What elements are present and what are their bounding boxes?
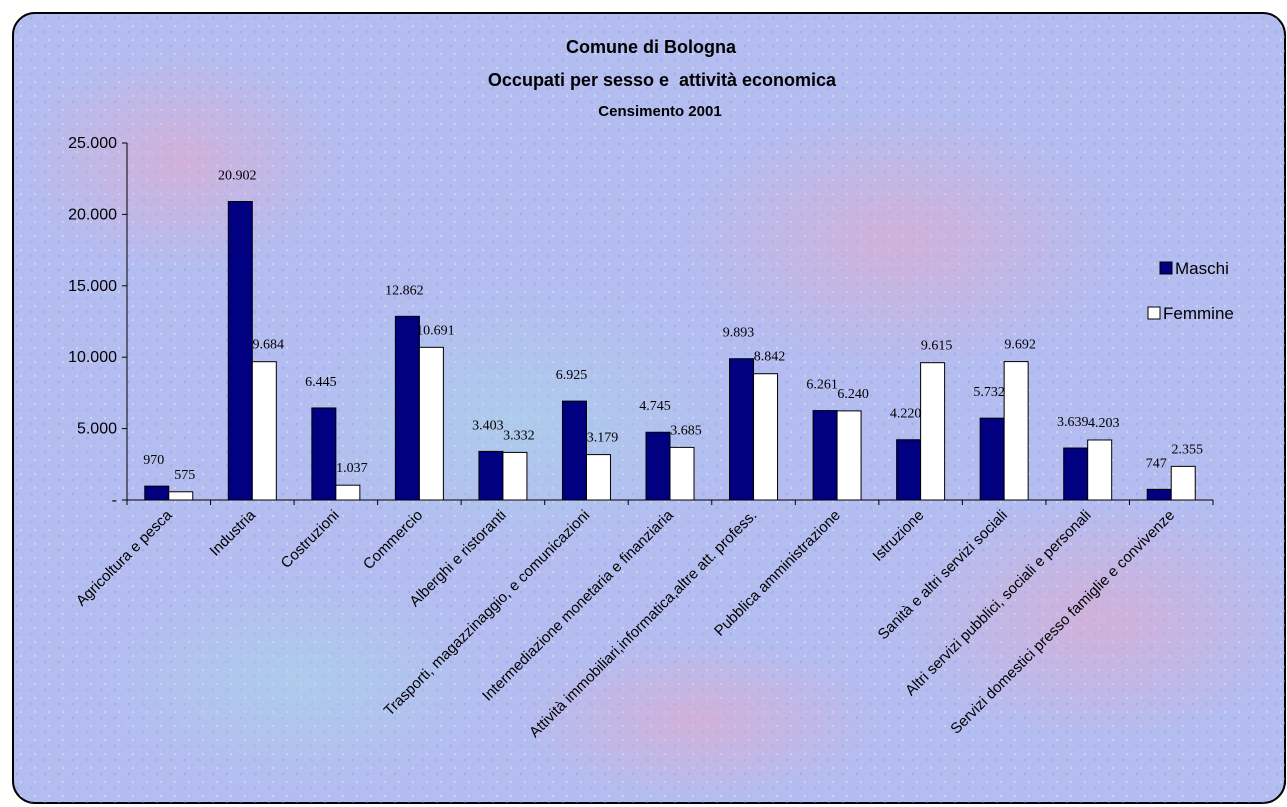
data-label-femmine: 10.691 [416, 323, 455, 338]
legend-swatch-femmine [1147, 306, 1161, 320]
bar-maschi [227, 201, 253, 501]
chart-background [12, 12, 1287, 804]
data-label-maschi: 12.862 [385, 283, 424, 298]
bar-femmine [920, 362, 946, 501]
data-label-maschi: 3.403 [472, 418, 504, 433]
bar-femmine [1003, 361, 1029, 501]
data-label-maschi: 3.639 [1057, 415, 1089, 430]
bar-maschi [729, 358, 755, 501]
chart-subtitle: Occupati per sesso e attività economica [488, 70, 837, 90]
data-label-femmine: 9.684 [253, 338, 285, 353]
data-label-maschi: 20.902 [218, 169, 257, 184]
bar-femmine [753, 373, 779, 501]
bars [144, 201, 1196, 501]
data-label-femmine: 8.842 [754, 350, 786, 365]
data-label-femmine: 3.332 [503, 428, 535, 443]
y-tick-label: 15.000 [68, 278, 117, 295]
bar-maschi [478, 450, 504, 501]
y-tick-label: 25.000 [68, 135, 117, 152]
data-label-femmine: 3.179 [587, 431, 619, 446]
bar-maschi [144, 485, 170, 501]
data-label-maschi: 6.261 [806, 378, 838, 393]
y-tick-label: 20.000 [68, 206, 117, 223]
y-tick-label: 5.000 [77, 421, 117, 438]
data-label-femmine: 9.615 [921, 339, 953, 354]
data-label-femmine: 6.240 [837, 387, 869, 402]
bar-maschi [311, 407, 337, 501]
data-label-maschi: 970 [143, 453, 164, 468]
bar-maschi [1063, 447, 1089, 501]
data-label-femmine: 3.685 [670, 423, 702, 438]
bar-femmine [168, 491, 194, 501]
data-label-maschi: 5.732 [973, 385, 1005, 400]
y-tick-label: - [112, 492, 117, 509]
value-labels: 970 575 20.902 9.684 6.445 1.037 12.862 10.691 3… [143, 169, 1203, 483]
legend-swatch-maschi [1159, 261, 1173, 275]
bar-maschi [645, 431, 671, 501]
data-label-maschi: 6.445 [305, 375, 337, 390]
bar-maschi [394, 315, 420, 501]
y-tick-label: 10.000 [68, 349, 117, 366]
bar-femmine [1087, 439, 1113, 501]
data-label-femmine: 575 [174, 468, 195, 483]
legend: Maschi Femmine [1147, 259, 1234, 323]
legend-label-maschi: Maschi [1175, 259, 1229, 278]
bar-femmine [335, 484, 361, 501]
bar-femmine [585, 454, 611, 501]
data-label-femmine: 4.203 [1088, 416, 1120, 431]
y-axis: - 5.000 10.000 15.000 20.000 25.000 [68, 135, 128, 509]
data-label-maschi: 4.745 [639, 399, 671, 414]
bar-femmine [1170, 465, 1196, 501]
data-label-maschi: 4.220 [890, 407, 922, 422]
chart-title: Comune di Bologna [566, 37, 737, 57]
data-label-femmine: 1.037 [336, 461, 368, 476]
bar-femmine [502, 451, 528, 501]
bar-femmine [418, 346, 444, 501]
bar-maschi [896, 439, 922, 501]
data-label-maschi: 6.925 [556, 368, 588, 383]
data-label-maschi: 747 [1146, 456, 1167, 471]
chart-subtitle-2: Censimento 2001 [598, 103, 721, 120]
legend-label-femmine: Femmine [1163, 304, 1234, 323]
bar-femmine [836, 410, 862, 501]
bar-maschi [979, 417, 1005, 501]
data-label-femmine: 9.692 [1004, 338, 1036, 353]
data-label-femmine: 2.355 [1171, 442, 1203, 457]
data-label-maschi: 9.893 [723, 326, 755, 341]
bar-maschi [561, 400, 587, 501]
bar-femmine [669, 446, 695, 501]
bar-femmine [251, 361, 277, 501]
bar-maschi [1146, 488, 1172, 501]
bar-maschi [812, 410, 838, 501]
